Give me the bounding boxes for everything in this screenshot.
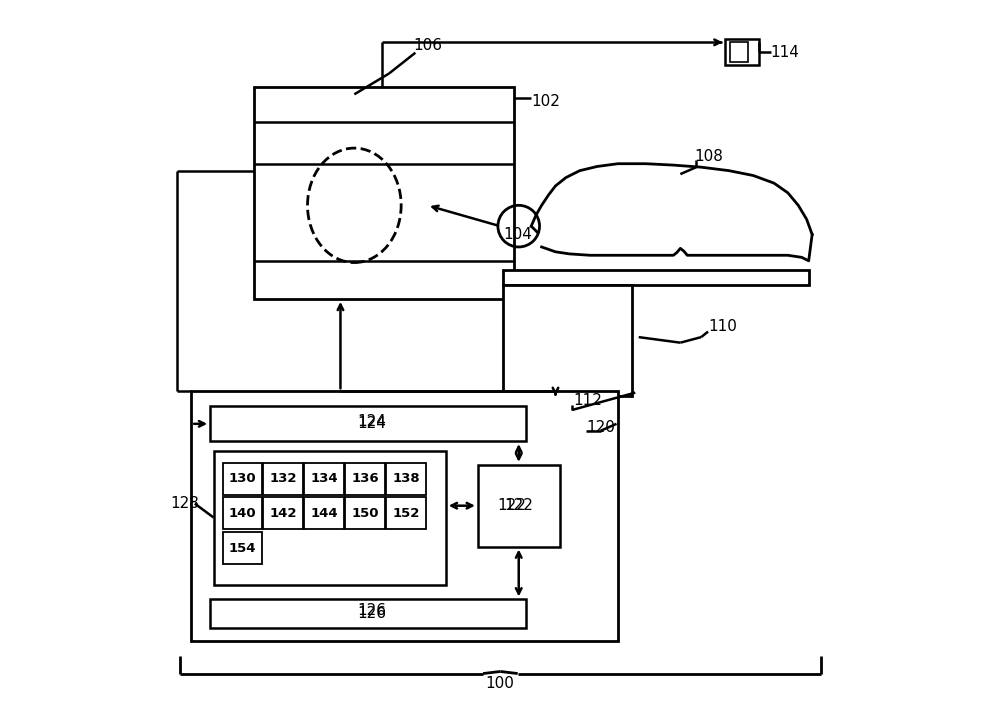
Text: 140: 140 — [228, 507, 256, 519]
Text: 154: 154 — [229, 541, 256, 555]
Text: 134: 134 — [310, 472, 338, 485]
Text: 108: 108 — [694, 150, 723, 164]
FancyBboxPatch shape — [223, 497, 262, 529]
FancyBboxPatch shape — [345, 497, 385, 529]
FancyBboxPatch shape — [386, 497, 426, 529]
FancyBboxPatch shape — [263, 497, 303, 529]
Text: 150: 150 — [351, 507, 379, 519]
Text: 124: 124 — [357, 416, 386, 431]
Text: 120: 120 — [587, 420, 616, 435]
Text: 142: 142 — [269, 507, 297, 519]
Text: 126: 126 — [357, 607, 386, 621]
FancyBboxPatch shape — [223, 463, 262, 495]
Text: 136: 136 — [351, 472, 379, 485]
FancyBboxPatch shape — [223, 532, 262, 564]
FancyBboxPatch shape — [214, 451, 446, 585]
FancyBboxPatch shape — [304, 463, 344, 495]
Text: 110: 110 — [708, 319, 737, 334]
FancyBboxPatch shape — [503, 270, 809, 285]
Text: 112: 112 — [573, 393, 602, 409]
Text: 100: 100 — [486, 677, 514, 691]
FancyBboxPatch shape — [304, 497, 344, 529]
FancyBboxPatch shape — [210, 406, 526, 441]
Text: 130: 130 — [228, 472, 256, 485]
FancyBboxPatch shape — [191, 391, 618, 641]
Text: 126: 126 — [357, 603, 386, 618]
FancyBboxPatch shape — [730, 42, 748, 62]
Text: 132: 132 — [269, 472, 297, 485]
Text: 144: 144 — [310, 507, 338, 519]
Text: 122: 122 — [504, 498, 533, 513]
FancyBboxPatch shape — [503, 285, 632, 396]
Text: 128: 128 — [170, 496, 199, 511]
FancyBboxPatch shape — [210, 600, 526, 628]
FancyBboxPatch shape — [725, 39, 759, 65]
Text: 104: 104 — [503, 227, 532, 242]
FancyBboxPatch shape — [263, 463, 303, 495]
FancyBboxPatch shape — [478, 465, 560, 547]
FancyBboxPatch shape — [386, 463, 426, 495]
Text: 138: 138 — [392, 472, 420, 485]
Text: 122: 122 — [498, 498, 527, 513]
FancyBboxPatch shape — [345, 463, 385, 495]
Text: 152: 152 — [392, 507, 420, 519]
Text: 114: 114 — [771, 45, 799, 60]
FancyBboxPatch shape — [254, 88, 514, 299]
Text: 124: 124 — [357, 413, 386, 428]
Text: 102: 102 — [531, 94, 560, 109]
Text: 106: 106 — [413, 39, 442, 53]
